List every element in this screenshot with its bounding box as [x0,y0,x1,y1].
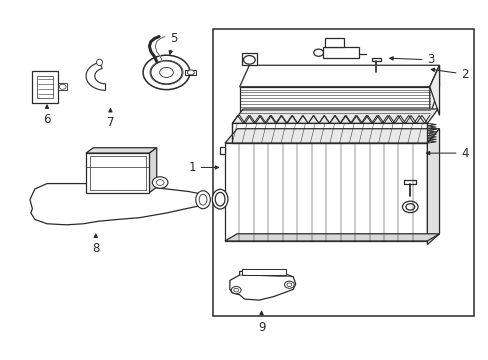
Polygon shape [429,65,439,116]
Polygon shape [427,129,439,244]
Polygon shape [224,129,439,143]
Polygon shape [224,234,439,241]
Text: 6: 6 [43,105,51,126]
Bar [404,180,415,184]
Ellipse shape [405,204,414,210]
Polygon shape [239,65,439,87]
Circle shape [156,180,163,185]
Bar [371,58,380,61]
Ellipse shape [212,189,227,209]
Text: 1: 1 [188,161,218,174]
Bar [242,269,285,275]
Bar [212,30,473,316]
Text: 8: 8 [92,234,99,255]
Circle shape [143,55,189,90]
Polygon shape [149,148,157,193]
Ellipse shape [215,192,224,206]
Polygon shape [37,76,53,98]
Text: 2: 2 [430,68,468,81]
Polygon shape [232,109,437,123]
Ellipse shape [402,201,417,213]
Circle shape [231,287,241,294]
Ellipse shape [199,194,206,205]
Polygon shape [239,87,429,116]
Polygon shape [224,143,427,241]
Polygon shape [30,184,203,225]
Circle shape [286,283,291,287]
Circle shape [59,84,66,89]
Bar [90,156,145,190]
Text: 9: 9 [257,311,265,333]
Polygon shape [86,62,105,90]
Circle shape [152,177,167,188]
Circle shape [187,70,194,75]
Ellipse shape [97,59,102,66]
Circle shape [284,281,294,288]
Polygon shape [242,53,256,65]
Polygon shape [229,270,295,300]
Text: 7: 7 [106,109,114,129]
Ellipse shape [195,191,210,209]
Text: 3: 3 [389,53,434,66]
Polygon shape [325,39,344,47]
Bar [58,83,67,90]
Circle shape [313,49,323,56]
Circle shape [159,67,173,77]
Polygon shape [429,65,439,116]
Bar [86,153,149,193]
Polygon shape [220,147,224,154]
Bar [184,69,195,75]
Text: 4: 4 [426,147,468,159]
Text: 5: 5 [169,32,177,54]
Circle shape [233,288,238,292]
Circle shape [151,61,182,84]
Polygon shape [32,71,58,103]
Polygon shape [232,123,427,143]
Polygon shape [322,47,358,58]
Polygon shape [86,148,157,153]
Circle shape [243,55,255,64]
